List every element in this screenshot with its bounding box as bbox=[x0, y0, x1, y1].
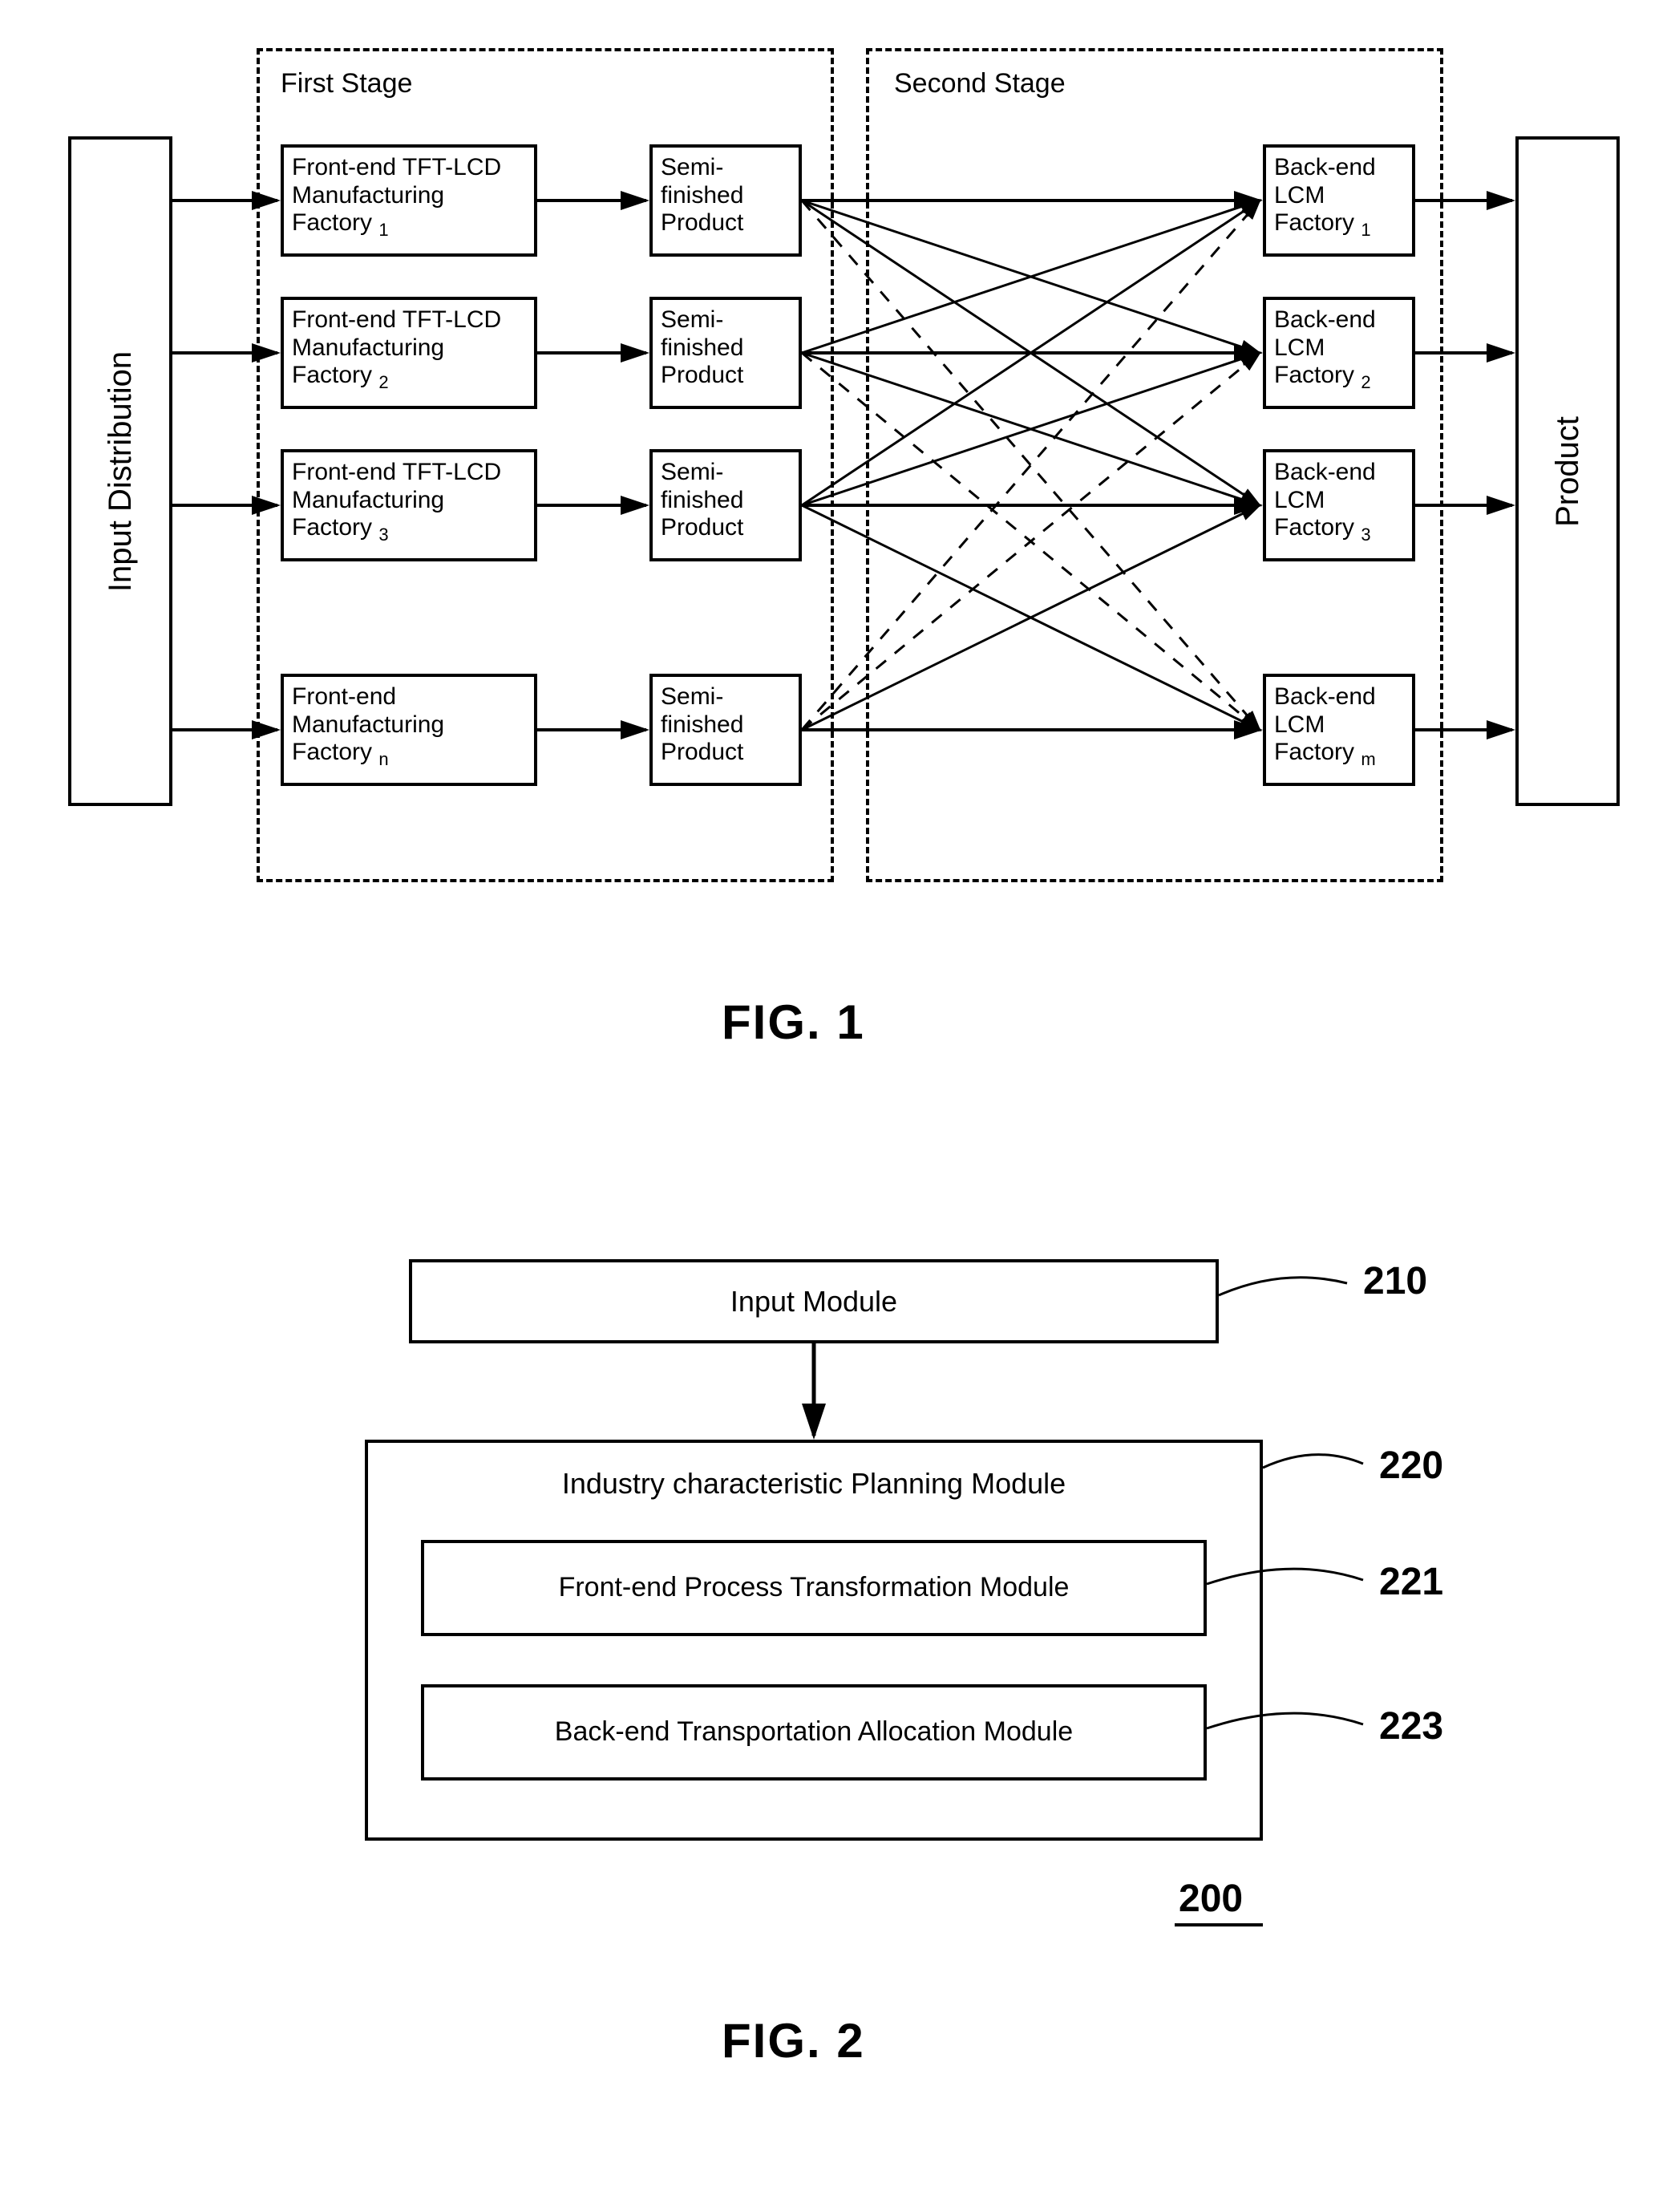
semi-3: Semi- finished Product bbox=[649, 449, 802, 561]
fe2-l3: Factory 2 bbox=[292, 362, 526, 392]
ref-221: 221 bbox=[1379, 1560, 1443, 1604]
backend-factory-2: Back-end LCM Factory 2 bbox=[1263, 297, 1415, 409]
product-label: Product bbox=[1549, 416, 1586, 527]
ref-223: 223 bbox=[1379, 1704, 1443, 1748]
fe1-l1: Front-end TFT-LCD bbox=[292, 154, 526, 182]
backend-module-box: Back-end Transportation Allocation Modul… bbox=[421, 1684, 1207, 1781]
backend-factory-m: Back-end LCM Factory m bbox=[1263, 674, 1415, 786]
fe1-l3: Factory 1 bbox=[292, 209, 526, 240]
backend-module-label: Back-end Transportation Allocation Modul… bbox=[555, 1716, 1073, 1748]
ref-200: 200 bbox=[1179, 1877, 1243, 1921]
semi-1: Semi- finished Product bbox=[649, 144, 802, 257]
fen-l1: Front-end bbox=[292, 683, 526, 711]
planning-module-label: Industry characteristic Planning Module bbox=[376, 1467, 1252, 1500]
fig1-caption: FIG. 1 bbox=[722, 995, 865, 1050]
fen-l2: Manufacturing bbox=[292, 711, 526, 739]
input-distribution-label: Input Distribution bbox=[102, 350, 139, 591]
input-module-box: Input Module bbox=[409, 1259, 1219, 1343]
product-box: Product bbox=[1515, 136, 1620, 806]
frontend-factory-1: Front-end TFT-LCD Manufacturing Factory … bbox=[281, 144, 537, 257]
fe1-l2: Manufacturing bbox=[292, 182, 526, 210]
page-root: Input Distribution Product First Stage S… bbox=[32, 32, 1643, 2180]
fe2-l2: Manufacturing bbox=[292, 334, 526, 363]
input-module-label: Input Module bbox=[730, 1285, 897, 1318]
frontend-factory-2: Front-end TFT-LCD Manufacturing Factory … bbox=[281, 297, 537, 409]
frontend-module-label: Front-end Process Transformation Module bbox=[559, 1572, 1070, 1603]
fe3-l1: Front-end TFT-LCD bbox=[292, 459, 526, 487]
backend-factory-1: Back-end LCM Factory 1 bbox=[1263, 144, 1415, 257]
fig2-caption: FIG. 2 bbox=[722, 2013, 865, 2068]
semi-n: Semi- finished Product bbox=[649, 674, 802, 786]
planning-module-box: Industry characteristic Planning Module bbox=[365, 1440, 1263, 1841]
first-stage-label: First Stage bbox=[281, 68, 412, 99]
input-distribution-box: Input Distribution bbox=[68, 136, 172, 806]
ref-210: 210 bbox=[1363, 1259, 1427, 1303]
backend-factory-3: Back-end LCM Factory 3 bbox=[1263, 449, 1415, 561]
frontend-factory-3: Front-end TFT-LCD Manufacturing Factory … bbox=[281, 449, 537, 561]
fe2-l1: Front-end TFT-LCD bbox=[292, 306, 526, 334]
ref-220: 220 bbox=[1379, 1444, 1443, 1488]
fe3-l2: Manufacturing bbox=[292, 487, 526, 515]
frontend-module-box: Front-end Process Transformation Module bbox=[421, 1540, 1207, 1636]
second-stage-label: Second Stage bbox=[894, 68, 1066, 99]
fen-l3: Factory n bbox=[292, 739, 526, 769]
frontend-factory-n: Front-end Manufacturing Factory n bbox=[281, 674, 537, 786]
fe3-l3: Factory 3 bbox=[292, 514, 526, 545]
semi-2: Semi- finished Product bbox=[649, 297, 802, 409]
